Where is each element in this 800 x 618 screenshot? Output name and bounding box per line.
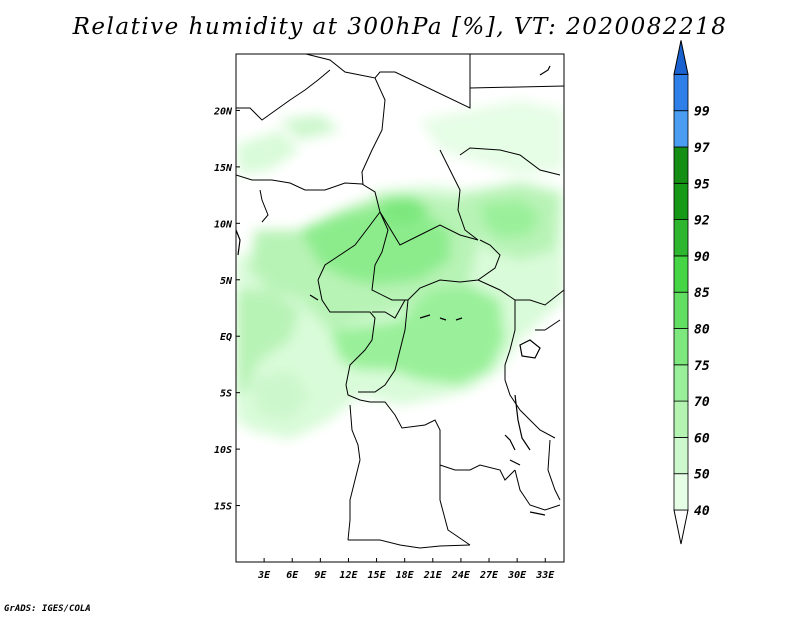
- colorbar-label: 85: [694, 286, 710, 301]
- y-axis-ticks: 20N 15N 10N 5N EQ 5S 10S 15S: [213, 106, 240, 513]
- x-tick-label: 27E: [479, 570, 499, 581]
- y-tick-label: EQ: [220, 332, 232, 343]
- country-borders: [236, 54, 564, 549]
- x-axis-ticks: 3E 6E 9E 12E 15E 18E 21E 24E 27E 30E 33E: [257, 558, 555, 581]
- y-tick-label: 20N: [213, 106, 233, 117]
- colorbar-segment: [673, 146, 689, 184]
- x-tick-label: 30E: [507, 570, 527, 581]
- colorbar-label: 75: [694, 359, 710, 374]
- colorbar-label: 40: [694, 504, 710, 519]
- colorbar-segment: [673, 400, 689, 438]
- colorbar-high-arrow: [673, 40, 689, 75]
- y-tick-label: 15N: [214, 163, 233, 174]
- y-tick-label: 5N: [220, 276, 233, 287]
- colorbar-label: 90: [694, 250, 710, 265]
- x-tick-label: 21E: [423, 570, 443, 581]
- colorbar-label: 60: [694, 431, 710, 446]
- colorbar-label: 97: [694, 141, 710, 156]
- colorbar-label: 50: [694, 468, 710, 483]
- colorbar-segment: [673, 219, 689, 257]
- y-tick-label: 10S: [214, 445, 232, 456]
- x-tick-label: 24E: [451, 570, 471, 581]
- humidity-field: [236, 100, 564, 440]
- colorbar-segment: [673, 74, 689, 112]
- colorbar-label: 80: [694, 323, 710, 338]
- colorbar-segment: [673, 182, 689, 221]
- colorbar-segment: [673, 364, 689, 402]
- x-tick-label: 18E: [396, 570, 415, 581]
- y-tick-label: 15S: [214, 502, 232, 513]
- colorbar-segment: [673, 291, 689, 329]
- colorbar-label: 92: [694, 214, 710, 229]
- grads-credit: GrADS: IGES/COLA: [4, 604, 91, 614]
- x-tick-label: 6E: [286, 570, 299, 581]
- x-tick-label: 12E: [339, 570, 358, 581]
- colorbar-low-arrow: [673, 509, 689, 545]
- colorbar-segment: [673, 473, 689, 511]
- map-frame: [235, 53, 565, 563]
- colorbar-segment: [673, 436, 689, 475]
- colorbar: 40 50 60 70 75 80 85 90 92 95 97 99: [673, 40, 710, 545]
- y-tick-label: 10N: [214, 219, 233, 230]
- colorbar-label: 70: [694, 395, 710, 410]
- colorbar-segment: [673, 328, 689, 366]
- x-tick-label: 9E: [314, 570, 327, 581]
- x-tick-label: 15E: [368, 570, 387, 581]
- colorbar-label: 99: [694, 105, 710, 120]
- colorbar-segment: [673, 110, 689, 148]
- x-tick-label: 3E: [257, 570, 271, 581]
- map-title: Relative humidity at 300hPa [%], VT: 202…: [72, 14, 728, 40]
- colorbar-label: 95: [694, 177, 710, 192]
- x-tick-label: 33E: [535, 570, 555, 581]
- colorbar-segment: [673, 255, 689, 293]
- y-tick-label: 5S: [220, 389, 232, 400]
